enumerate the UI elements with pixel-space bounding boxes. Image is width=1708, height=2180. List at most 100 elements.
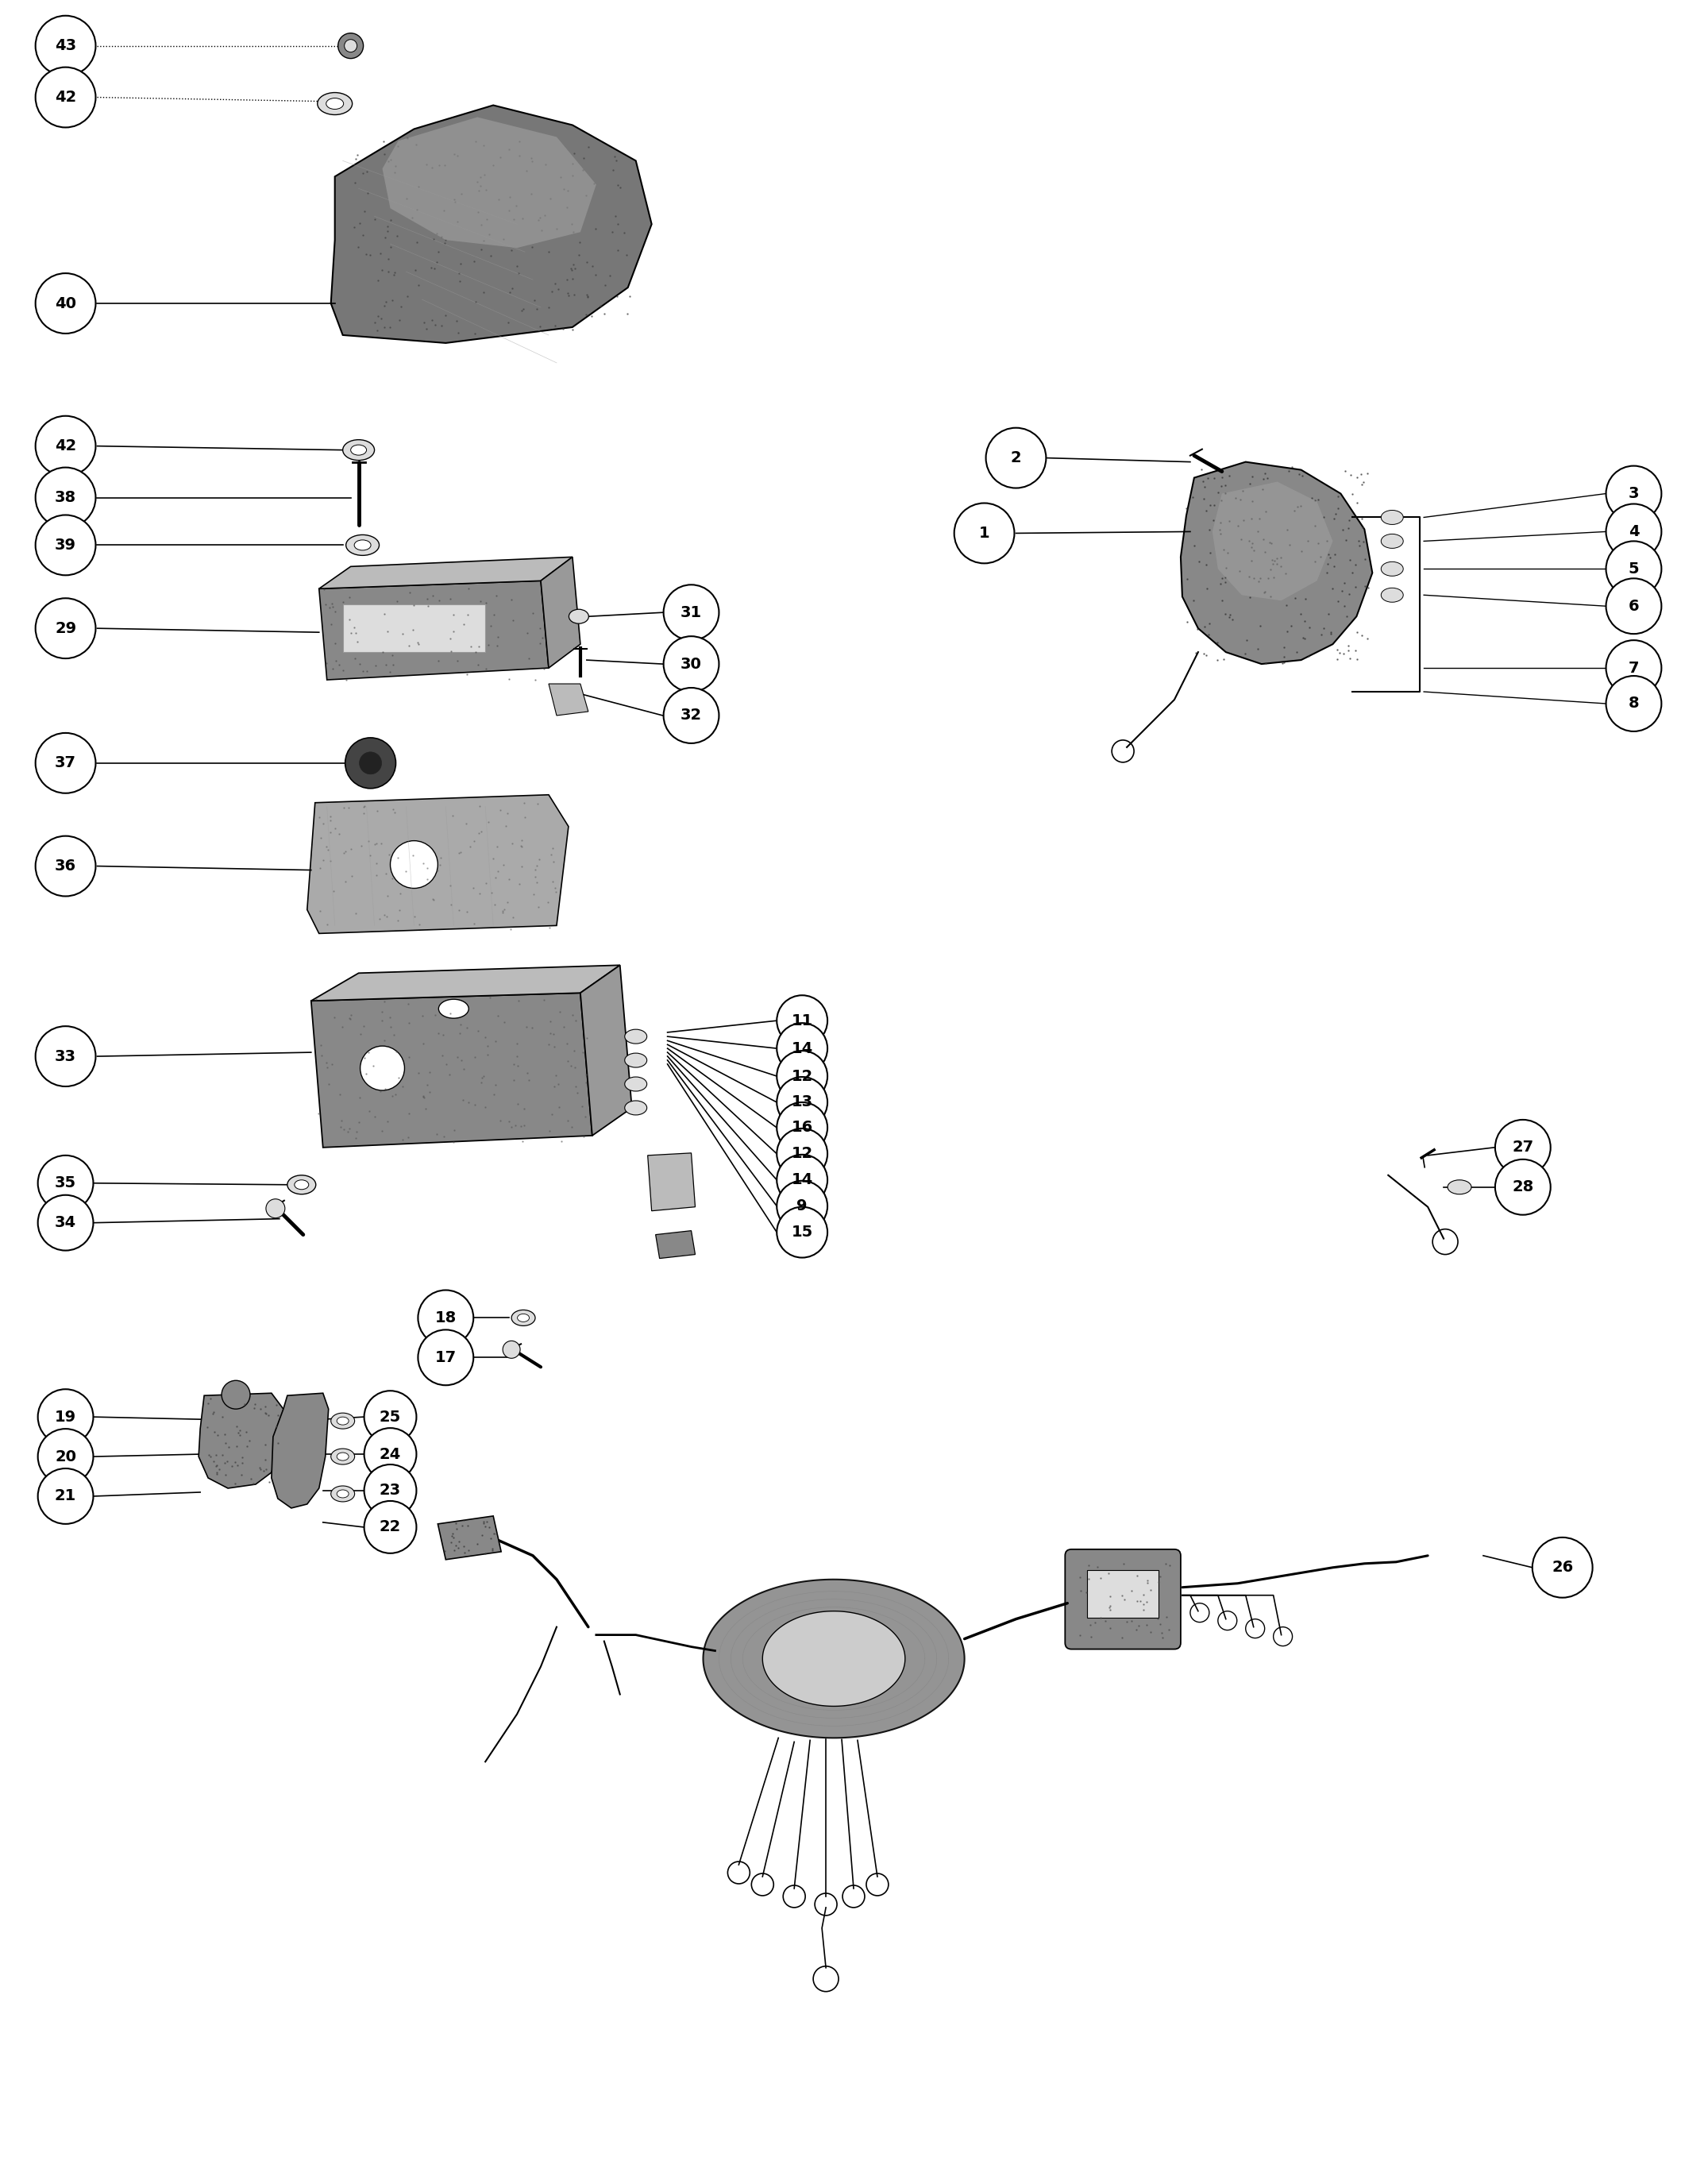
- Polygon shape: [437, 1515, 500, 1559]
- Text: 4: 4: [1628, 523, 1640, 538]
- Circle shape: [777, 1182, 827, 1232]
- Polygon shape: [198, 1393, 284, 1489]
- Circle shape: [1494, 1121, 1551, 1175]
- Text: 8: 8: [1628, 695, 1640, 711]
- Text: 31: 31: [680, 604, 702, 619]
- Circle shape: [345, 39, 357, 52]
- Circle shape: [364, 1465, 417, 1517]
- Circle shape: [36, 416, 96, 475]
- Text: 15: 15: [791, 1225, 813, 1240]
- Circle shape: [360, 1046, 405, 1090]
- Text: 43: 43: [55, 39, 77, 52]
- Ellipse shape: [625, 1101, 647, 1114]
- Circle shape: [1606, 504, 1662, 560]
- Circle shape: [222, 1380, 249, 1408]
- Ellipse shape: [336, 1452, 348, 1461]
- Text: 28: 28: [1512, 1179, 1534, 1195]
- Ellipse shape: [318, 92, 352, 116]
- Circle shape: [986, 427, 1045, 488]
- Circle shape: [502, 1341, 521, 1358]
- Circle shape: [38, 1195, 94, 1251]
- Polygon shape: [1180, 462, 1372, 665]
- Text: 19: 19: [55, 1410, 77, 1424]
- Circle shape: [418, 1330, 473, 1384]
- Text: 42: 42: [55, 89, 77, 105]
- Text: 32: 32: [680, 708, 702, 724]
- Circle shape: [36, 732, 96, 794]
- Text: 36: 36: [55, 859, 77, 874]
- Text: 17: 17: [436, 1349, 456, 1365]
- Circle shape: [364, 1428, 417, 1480]
- Circle shape: [36, 272, 96, 334]
- Ellipse shape: [511, 1310, 535, 1325]
- Ellipse shape: [1382, 534, 1404, 549]
- Text: 24: 24: [379, 1448, 401, 1463]
- Polygon shape: [647, 1153, 695, 1210]
- Text: 27: 27: [1512, 1140, 1534, 1155]
- Circle shape: [36, 15, 96, 76]
- Text: 33: 33: [55, 1049, 77, 1064]
- Ellipse shape: [331, 1487, 355, 1502]
- Ellipse shape: [439, 998, 468, 1018]
- Circle shape: [36, 467, 96, 528]
- Polygon shape: [656, 1232, 695, 1258]
- Ellipse shape: [625, 1077, 647, 1092]
- Circle shape: [359, 752, 381, 774]
- Text: 21: 21: [55, 1489, 77, 1504]
- Ellipse shape: [1448, 1179, 1471, 1195]
- Ellipse shape: [1382, 589, 1404, 602]
- Circle shape: [1532, 1537, 1592, 1598]
- Text: 40: 40: [55, 296, 77, 312]
- FancyBboxPatch shape: [1066, 1550, 1180, 1648]
- Circle shape: [777, 1022, 827, 1075]
- Text: 26: 26: [1551, 1561, 1573, 1576]
- Circle shape: [777, 996, 827, 1046]
- Text: 14: 14: [791, 1040, 813, 1055]
- Ellipse shape: [354, 541, 371, 549]
- Text: 5: 5: [1628, 560, 1640, 576]
- Circle shape: [338, 33, 364, 59]
- Circle shape: [777, 1129, 827, 1179]
- Text: 42: 42: [55, 438, 77, 453]
- Text: 30: 30: [680, 656, 702, 671]
- Text: 1: 1: [979, 525, 989, 541]
- Ellipse shape: [625, 1029, 647, 1044]
- Circle shape: [266, 1199, 285, 1219]
- Circle shape: [36, 68, 96, 126]
- Circle shape: [777, 1208, 827, 1258]
- Ellipse shape: [625, 1053, 647, 1068]
- Ellipse shape: [350, 445, 367, 456]
- Polygon shape: [762, 1611, 905, 1707]
- Circle shape: [38, 1428, 94, 1485]
- Circle shape: [663, 637, 719, 691]
- Polygon shape: [541, 558, 581, 667]
- Text: 7: 7: [1628, 661, 1640, 676]
- Polygon shape: [548, 685, 588, 715]
- Circle shape: [1494, 1160, 1551, 1214]
- Circle shape: [1606, 467, 1662, 521]
- Text: 20: 20: [55, 1450, 77, 1465]
- Polygon shape: [311, 992, 593, 1147]
- Circle shape: [36, 597, 96, 658]
- Polygon shape: [581, 966, 632, 1136]
- Text: 35: 35: [55, 1175, 77, 1190]
- Circle shape: [38, 1469, 94, 1524]
- Circle shape: [38, 1155, 94, 1210]
- Circle shape: [364, 1502, 417, 1554]
- Circle shape: [364, 1391, 417, 1443]
- Text: 12: 12: [791, 1068, 813, 1083]
- Ellipse shape: [1382, 510, 1404, 525]
- Polygon shape: [704, 1580, 965, 1737]
- Ellipse shape: [1382, 562, 1404, 576]
- Text: 12: 12: [791, 1147, 813, 1162]
- Text: 25: 25: [379, 1410, 401, 1424]
- Ellipse shape: [347, 534, 379, 556]
- Circle shape: [1606, 676, 1662, 730]
- Text: 22: 22: [379, 1519, 401, 1535]
- Bar: [343, 604, 485, 652]
- Text: 37: 37: [55, 756, 77, 770]
- Text: 34: 34: [55, 1214, 77, 1230]
- Circle shape: [777, 1077, 827, 1127]
- Circle shape: [777, 1103, 827, 1153]
- Circle shape: [418, 1291, 473, 1345]
